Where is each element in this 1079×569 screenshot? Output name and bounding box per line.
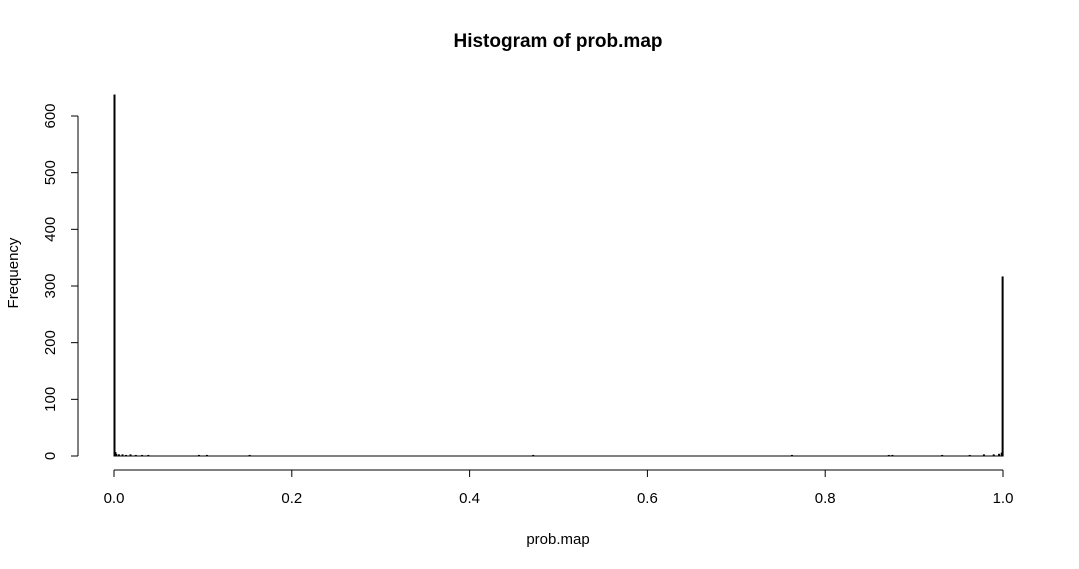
y-tick-label: 600	[42, 103, 59, 128]
x-tick-label: 0.2	[281, 490, 302, 507]
y-tick-label: 200	[42, 330, 59, 355]
bars-group	[113, 94, 1004, 457]
histogram-bar	[113, 94, 116, 457]
y-tick-label: 400	[42, 217, 59, 242]
histogram-bar	[1001, 276, 1004, 457]
x-tick-label: 0.6	[637, 490, 658, 507]
x-axis: 0.0 0.2 0.4 0.6 0.8 1.0	[104, 469, 1014, 507]
y-tick-label: 500	[42, 160, 59, 185]
x-axis-label: prob.map	[526, 531, 589, 548]
y-tick-label: 100	[42, 387, 59, 412]
chart-title: Histogram of prob.map	[453, 31, 662, 52]
x-tick-label: 0.0	[104, 490, 125, 507]
y-tick-label: 300	[42, 273, 59, 298]
x-tick-label: 1.0	[993, 490, 1014, 507]
x-tick-label: 0.4	[459, 490, 480, 507]
y-axis: 0 100 200 300 400 500 600	[42, 103, 79, 460]
y-tick-label: 0	[42, 452, 59, 460]
y-axis-label: Frequency	[5, 237, 22, 308]
x-tick-label: 0.8	[815, 490, 836, 507]
